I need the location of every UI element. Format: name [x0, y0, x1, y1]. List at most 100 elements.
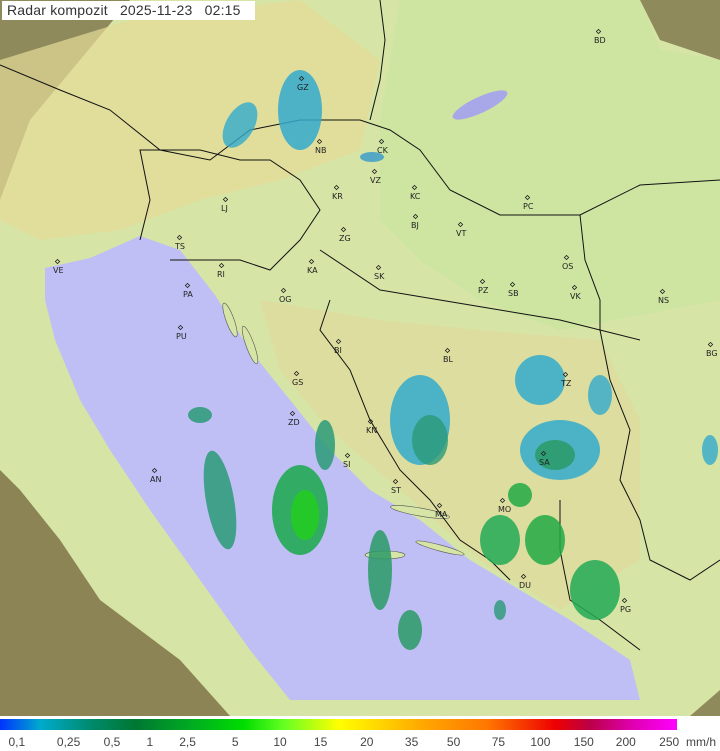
city-marker-bj	[412, 213, 419, 220]
legend-value: 200	[615, 735, 636, 749]
city-marker-mo	[499, 497, 506, 504]
city-label-vt: VT	[456, 229, 466, 238]
city-label-kr: KR	[332, 192, 343, 201]
city-marker-zd	[289, 410, 296, 417]
adriatic-sea	[45, 236, 640, 700]
city-label-ck: CK	[377, 146, 389, 155]
city-marker-gz	[298, 75, 305, 82]
city-marker-vk	[571, 284, 578, 291]
city-marker-pg	[621, 597, 628, 604]
lake-balaton	[452, 90, 508, 120]
city-label-pz: PZ	[478, 286, 489, 295]
legend-value: 2,5	[179, 735, 196, 749]
land-hungary	[380, 0, 720, 330]
city-label-kc: KC	[410, 192, 421, 201]
legend-value: 5	[231, 735, 239, 749]
legend-labels: 0,1 0,25 0,5 1 2,5 5 10 15 20 35 50 75 100 150 200 250 m…	[0, 735, 720, 751]
city-label-bl: BL	[443, 355, 453, 364]
legend-value: 1	[146, 735, 154, 749]
city-marker-bl	[444, 347, 451, 354]
city-label-lj: LJ	[221, 204, 228, 213]
city-label-sa: SA	[539, 458, 550, 467]
city-label-pa: PA	[183, 290, 193, 299]
city-label-pc: PC	[523, 202, 534, 211]
city-marker-bi	[335, 338, 342, 345]
city-label-og: OG	[279, 295, 292, 304]
borders	[0, 0, 720, 651]
city-label-nb: NB	[315, 146, 326, 155]
city-marker-bd	[595, 28, 602, 35]
city-label-si: SI	[343, 460, 350, 469]
city-label-gz: GZ	[297, 83, 309, 92]
city-marker-du	[520, 573, 527, 580]
city-marker-bg	[707, 341, 714, 348]
city-label-sb: SB	[508, 289, 519, 298]
city-marker-tz	[562, 371, 569, 378]
city-label-zg: ZG	[339, 234, 351, 243]
legend-value: 0,25	[56, 735, 81, 749]
legend-unit: mm/h	[686, 735, 716, 749]
city-label-du: DU	[519, 581, 531, 590]
map-title: Radar kompozit 2025-11-23 02:15	[2, 1, 255, 20]
city-marker-pu	[177, 324, 184, 331]
city-label-pu: PU	[176, 332, 187, 341]
radar-map[interactable]: GZ BD NB CK VZ KR KC PC LJ BJ VT ZG TS VE RI KA SK OS PA OG…	[0, 0, 720, 716]
city-marker-si	[344, 452, 351, 459]
legend-value: 50	[446, 735, 461, 749]
city-marker-lj	[222, 196, 229, 203]
city-label-ri: RI	[217, 270, 225, 279]
city-labels: GZ BD NB CK VZ KR KC PC LJ BJ VT ZG TS VE RI KA SK OS PA OG…	[53, 28, 718, 614]
legend-value: 35	[404, 735, 419, 749]
city-label-tz: TZ	[560, 379, 572, 388]
legend-value: 75	[491, 735, 506, 749]
city-label-st: ST	[391, 486, 401, 495]
city-marker-sa	[540, 450, 547, 457]
city-label-sk: SK	[374, 272, 385, 281]
city-marker-os	[563, 254, 570, 261]
city-label-ts: TS	[174, 242, 185, 251]
city-marker-vt	[457, 221, 464, 228]
city-marker-sb	[509, 281, 516, 288]
city-label-vz: VZ	[370, 176, 381, 185]
city-label-bi: BI	[334, 346, 342, 355]
title-date: 2025-11-23	[119, 2, 193, 18]
city-marker-kn	[367, 418, 374, 425]
city-marker-og	[280, 287, 287, 294]
city-label-bg: BG	[706, 349, 718, 358]
city-marker-pz	[479, 278, 486, 285]
city-marker-pc	[524, 194, 531, 201]
city-marker-ve	[54, 258, 61, 265]
city-label-ve: VE	[53, 266, 64, 275]
city-label-ka: KA	[307, 266, 318, 275]
legend-value: 150	[573, 735, 594, 749]
city-label-bd: BD	[594, 36, 606, 45]
city-label-pg: PG	[620, 605, 631, 614]
precipitation-color-scale	[0, 719, 677, 730]
city-label-zd: ZD	[288, 418, 300, 427]
city-marker-kr	[333, 184, 340, 191]
city-marker-ma	[436, 502, 443, 509]
city-label-ma: MA	[435, 510, 448, 519]
city-label-kn: KN	[366, 426, 377, 435]
city-marker-kc	[411, 184, 418, 191]
legend-value: 0,1	[8, 735, 26, 749]
city-marker-ri	[218, 262, 225, 269]
city-marker-nb	[316, 138, 323, 145]
city-marker-ts	[176, 234, 183, 241]
city-marker-ka	[308, 258, 315, 265]
city-label-os: OS	[562, 262, 573, 271]
legend-value: 10	[273, 735, 287, 749]
city-marker-pa	[184, 282, 191, 289]
city-marker-ns	[659, 288, 666, 295]
city-marker-an	[151, 467, 158, 474]
title-time: 02:15	[204, 2, 241, 18]
city-label-gs: GS	[292, 378, 303, 387]
city-label-bj: BJ	[411, 221, 419, 230]
city-label-an: AN	[150, 475, 161, 484]
legend-value: 20	[360, 735, 374, 749]
city-marker-gs	[293, 370, 300, 377]
title-label: Radar kompozit	[7, 2, 108, 18]
city-marker-st	[392, 478, 399, 485]
city-label-vk: VK	[570, 292, 581, 301]
legend-value: 15	[313, 735, 328, 749]
